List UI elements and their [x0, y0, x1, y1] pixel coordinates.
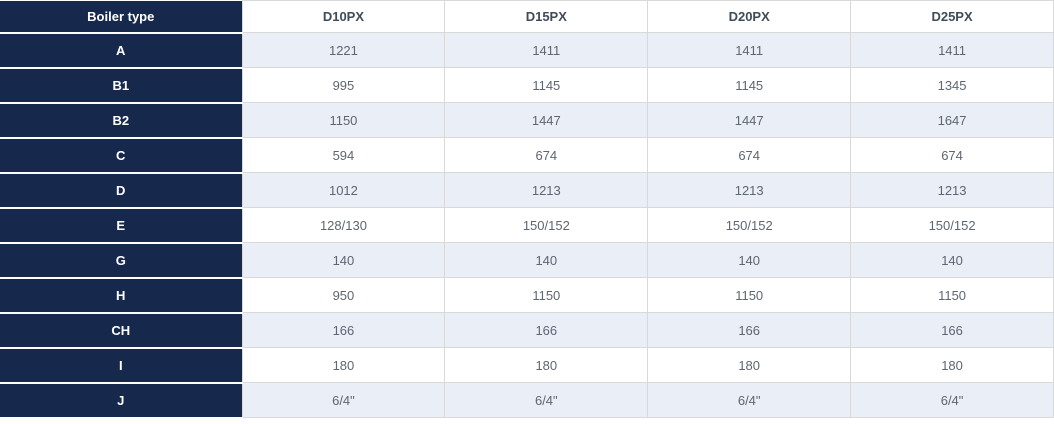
table-row: I 180 180 180 180 — [0, 347, 1054, 384]
table-cell: 150/152 — [647, 207, 852, 243]
row-header: B1 — [0, 67, 242, 104]
table-cell: 6/4" — [241, 382, 446, 418]
table-cell: 180 — [444, 347, 649, 383]
table-cell: 1647 — [850, 102, 1054, 138]
table-cell: 140 — [444, 242, 649, 278]
table-cell: 594 — [241, 137, 446, 173]
table-row: B2 1150 1447 1447 1647 — [0, 102, 1054, 139]
table-cell: 166 — [850, 312, 1054, 348]
table-row: C 594 674 674 674 — [0, 137, 1054, 174]
column-header-d10px: D10PX — [241, 0, 446, 33]
table-row: B1 995 1145 1145 1345 — [0, 67, 1054, 104]
table-cell: 180 — [850, 347, 1054, 383]
table-cell: 1145 — [647, 67, 852, 103]
row-header: E — [0, 207, 242, 244]
table-cell: 1150 — [850, 277, 1054, 313]
table-row: D 1012 1213 1213 1213 — [0, 172, 1054, 209]
table-cell: 1345 — [850, 67, 1054, 103]
table-cell: 140 — [647, 242, 852, 278]
table-cell: 674 — [444, 137, 649, 173]
table-row: J 6/4" 6/4" 6/4" 6/4" — [0, 382, 1054, 419]
row-header: C — [0, 137, 242, 174]
table-cell: 674 — [850, 137, 1054, 173]
table-cell: 140 — [241, 242, 446, 278]
table-cell: 6/4" — [850, 382, 1054, 418]
table-cell: 128/130 — [241, 207, 446, 243]
table-cell: 1447 — [444, 102, 649, 138]
table-cell: 1411 — [850, 32, 1054, 68]
table-row: G 140 140 140 140 — [0, 242, 1054, 279]
table-header-row: Boiler type D10PX D15PX D20PX D25PX — [0, 0, 1054, 34]
table-cell: 150/152 — [444, 207, 649, 243]
column-header-d20px: D20PX — [647, 0, 852, 33]
table-cell: 166 — [647, 312, 852, 348]
row-header: A — [0, 32, 242, 69]
column-header-boiler-type: Boiler type — [0, 0, 242, 34]
row-header: CH — [0, 312, 242, 349]
table-row: E 128/130 150/152 150/152 150/152 — [0, 207, 1054, 244]
table-cell: 166 — [444, 312, 649, 348]
table-cell: 1150 — [647, 277, 852, 313]
row-header: B2 — [0, 102, 242, 139]
table-cell: 1213 — [647, 172, 852, 208]
table-cell: 1213 — [850, 172, 1054, 208]
table-cell: 6/4" — [444, 382, 649, 418]
table-cell: 140 — [850, 242, 1054, 278]
table-row: CH 166 166 166 166 — [0, 312, 1054, 349]
table-cell: 1150 — [444, 277, 649, 313]
table-cell: 1012 — [241, 172, 446, 208]
table-cell: 180 — [241, 347, 446, 383]
table-cell: 995 — [241, 67, 446, 103]
table-cell: 1145 — [444, 67, 649, 103]
table-cell: 166 — [241, 312, 446, 348]
table-cell: 1150 — [241, 102, 446, 138]
table-row: H 950 1150 1150 1150 — [0, 277, 1054, 314]
row-header: H — [0, 277, 242, 314]
row-header: G — [0, 242, 242, 279]
column-header-d25px: D25PX — [850, 0, 1054, 33]
row-header: D — [0, 172, 242, 209]
table-cell: 150/152 — [850, 207, 1054, 243]
table-cell: 180 — [647, 347, 852, 383]
table-cell: 6/4" — [647, 382, 852, 418]
column-header-d15px: D15PX — [444, 0, 649, 33]
table-cell: 674 — [647, 137, 852, 173]
table-row: A 1221 1411 1411 1411 — [0, 32, 1054, 69]
row-header: J — [0, 382, 242, 419]
table-cell: 1221 — [241, 32, 446, 68]
row-header: I — [0, 347, 242, 384]
table-cell: 1411 — [444, 32, 649, 68]
table-cell: 1213 — [444, 172, 649, 208]
table-cell: 1411 — [647, 32, 852, 68]
table-cell: 1447 — [647, 102, 852, 138]
table-cell: 950 — [241, 277, 446, 313]
